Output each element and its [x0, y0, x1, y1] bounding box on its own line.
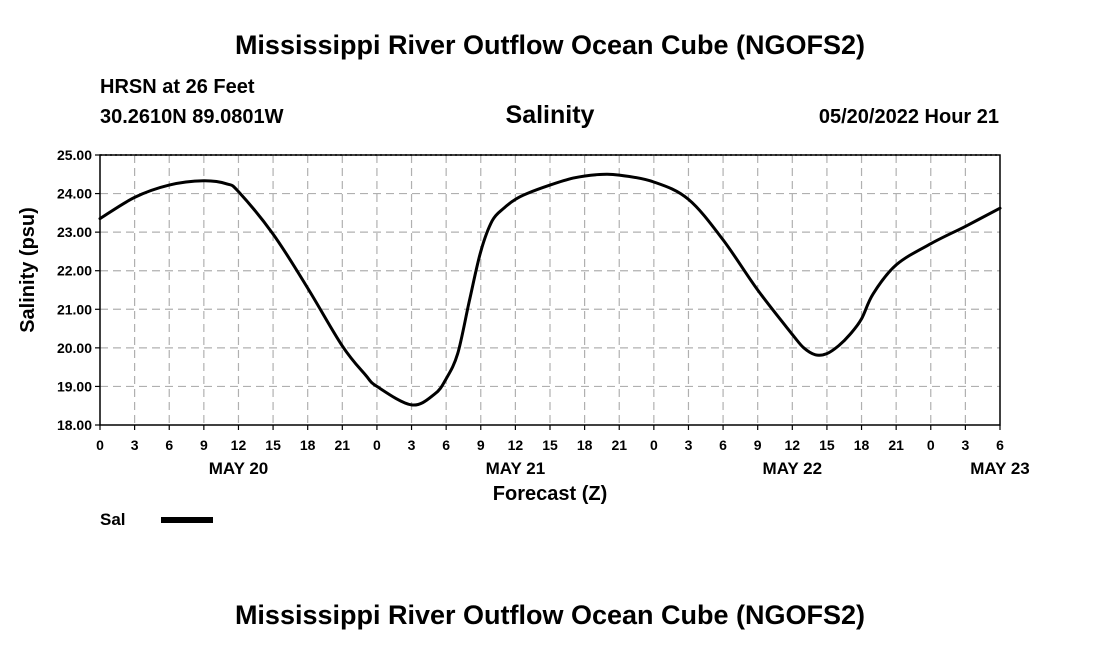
- x-tick-label: 21: [335, 437, 351, 453]
- y-axis-label: Salinity (psu): [17, 207, 39, 333]
- forecast-timestamp: 05/20/2022 Hour 21: [818, 106, 999, 128]
- grid-layer: [100, 154, 1000, 425]
- y-tick-label: 24.00: [57, 186, 92, 202]
- x-tick-label: 12: [508, 437, 524, 453]
- date-label: MAY 21: [486, 459, 546, 478]
- date-label: MAY 23: [970, 459, 1030, 478]
- date-label: MAY 22: [763, 459, 823, 478]
- y-tick-label: 23.00: [57, 224, 92, 240]
- station-label: HRSN at 26 Feet: [100, 76, 255, 98]
- x-tick-label: 6: [165, 437, 173, 453]
- tick-layer: 18.00 19.00 20.00 21.00 22.00 23.00 24.00 25.00…: [57, 147, 1030, 478]
- legend-line-swatch: [161, 517, 213, 523]
- x-tick-label: 12: [231, 437, 247, 453]
- y-tick-label: 18.00: [57, 417, 92, 433]
- x-tick-label: 0: [927, 437, 935, 453]
- main-title: Mississippi River Outflow Ocean Cube (NG…: [234, 30, 866, 60]
- salinity-series-line: [98, 172, 1002, 407]
- x-tick-label: 0: [650, 437, 658, 453]
- x-tick-label: 18: [854, 437, 870, 453]
- x-tick-label: 6: [719, 437, 727, 453]
- x-tick-label: 6: [996, 437, 1004, 453]
- x-tick-label: 15: [542, 437, 558, 453]
- x-axis-label: Forecast (Z): [493, 483, 607, 505]
- y-tick-label: 21.00: [57, 301, 92, 317]
- x-tick-label: 21: [611, 437, 627, 453]
- x-tick-label: 3: [131, 437, 139, 453]
- footer-title: Mississippi River Outflow Ocean Cube (NG…: [234, 600, 866, 630]
- y-tick-label: 20.00: [57, 340, 92, 356]
- x-tick-label: 12: [785, 437, 801, 453]
- y-tick-label: 19.00: [57, 378, 92, 394]
- x-tick-label: 3: [408, 437, 416, 453]
- x-tick-label: 18: [300, 437, 316, 453]
- x-tick-label: 6: [442, 437, 450, 453]
- x-tick-label: 0: [373, 437, 381, 453]
- x-tick-label: 21: [888, 437, 904, 453]
- x-tick-label: 9: [200, 437, 208, 453]
- x-tick-label: 0: [96, 437, 104, 453]
- x-tick-label: 9: [754, 437, 762, 453]
- station-coordinates: 30.2610N 89.0801W: [100, 106, 284, 128]
- chart-title: Salinity: [505, 101, 595, 129]
- x-tick-label: 15: [819, 437, 835, 453]
- legend-label: Sal: [100, 510, 126, 529]
- x-tick-label: 15: [265, 437, 281, 453]
- y-tick-label: 25.00: [57, 147, 92, 163]
- x-tick-label: 3: [961, 437, 969, 453]
- date-label: MAY 20: [209, 459, 269, 478]
- y-tick-label: 22.00: [57, 263, 92, 279]
- x-tick-label: 9: [477, 437, 485, 453]
- x-tick-label: 18: [577, 437, 593, 453]
- x-tick-label: 3: [685, 437, 693, 453]
